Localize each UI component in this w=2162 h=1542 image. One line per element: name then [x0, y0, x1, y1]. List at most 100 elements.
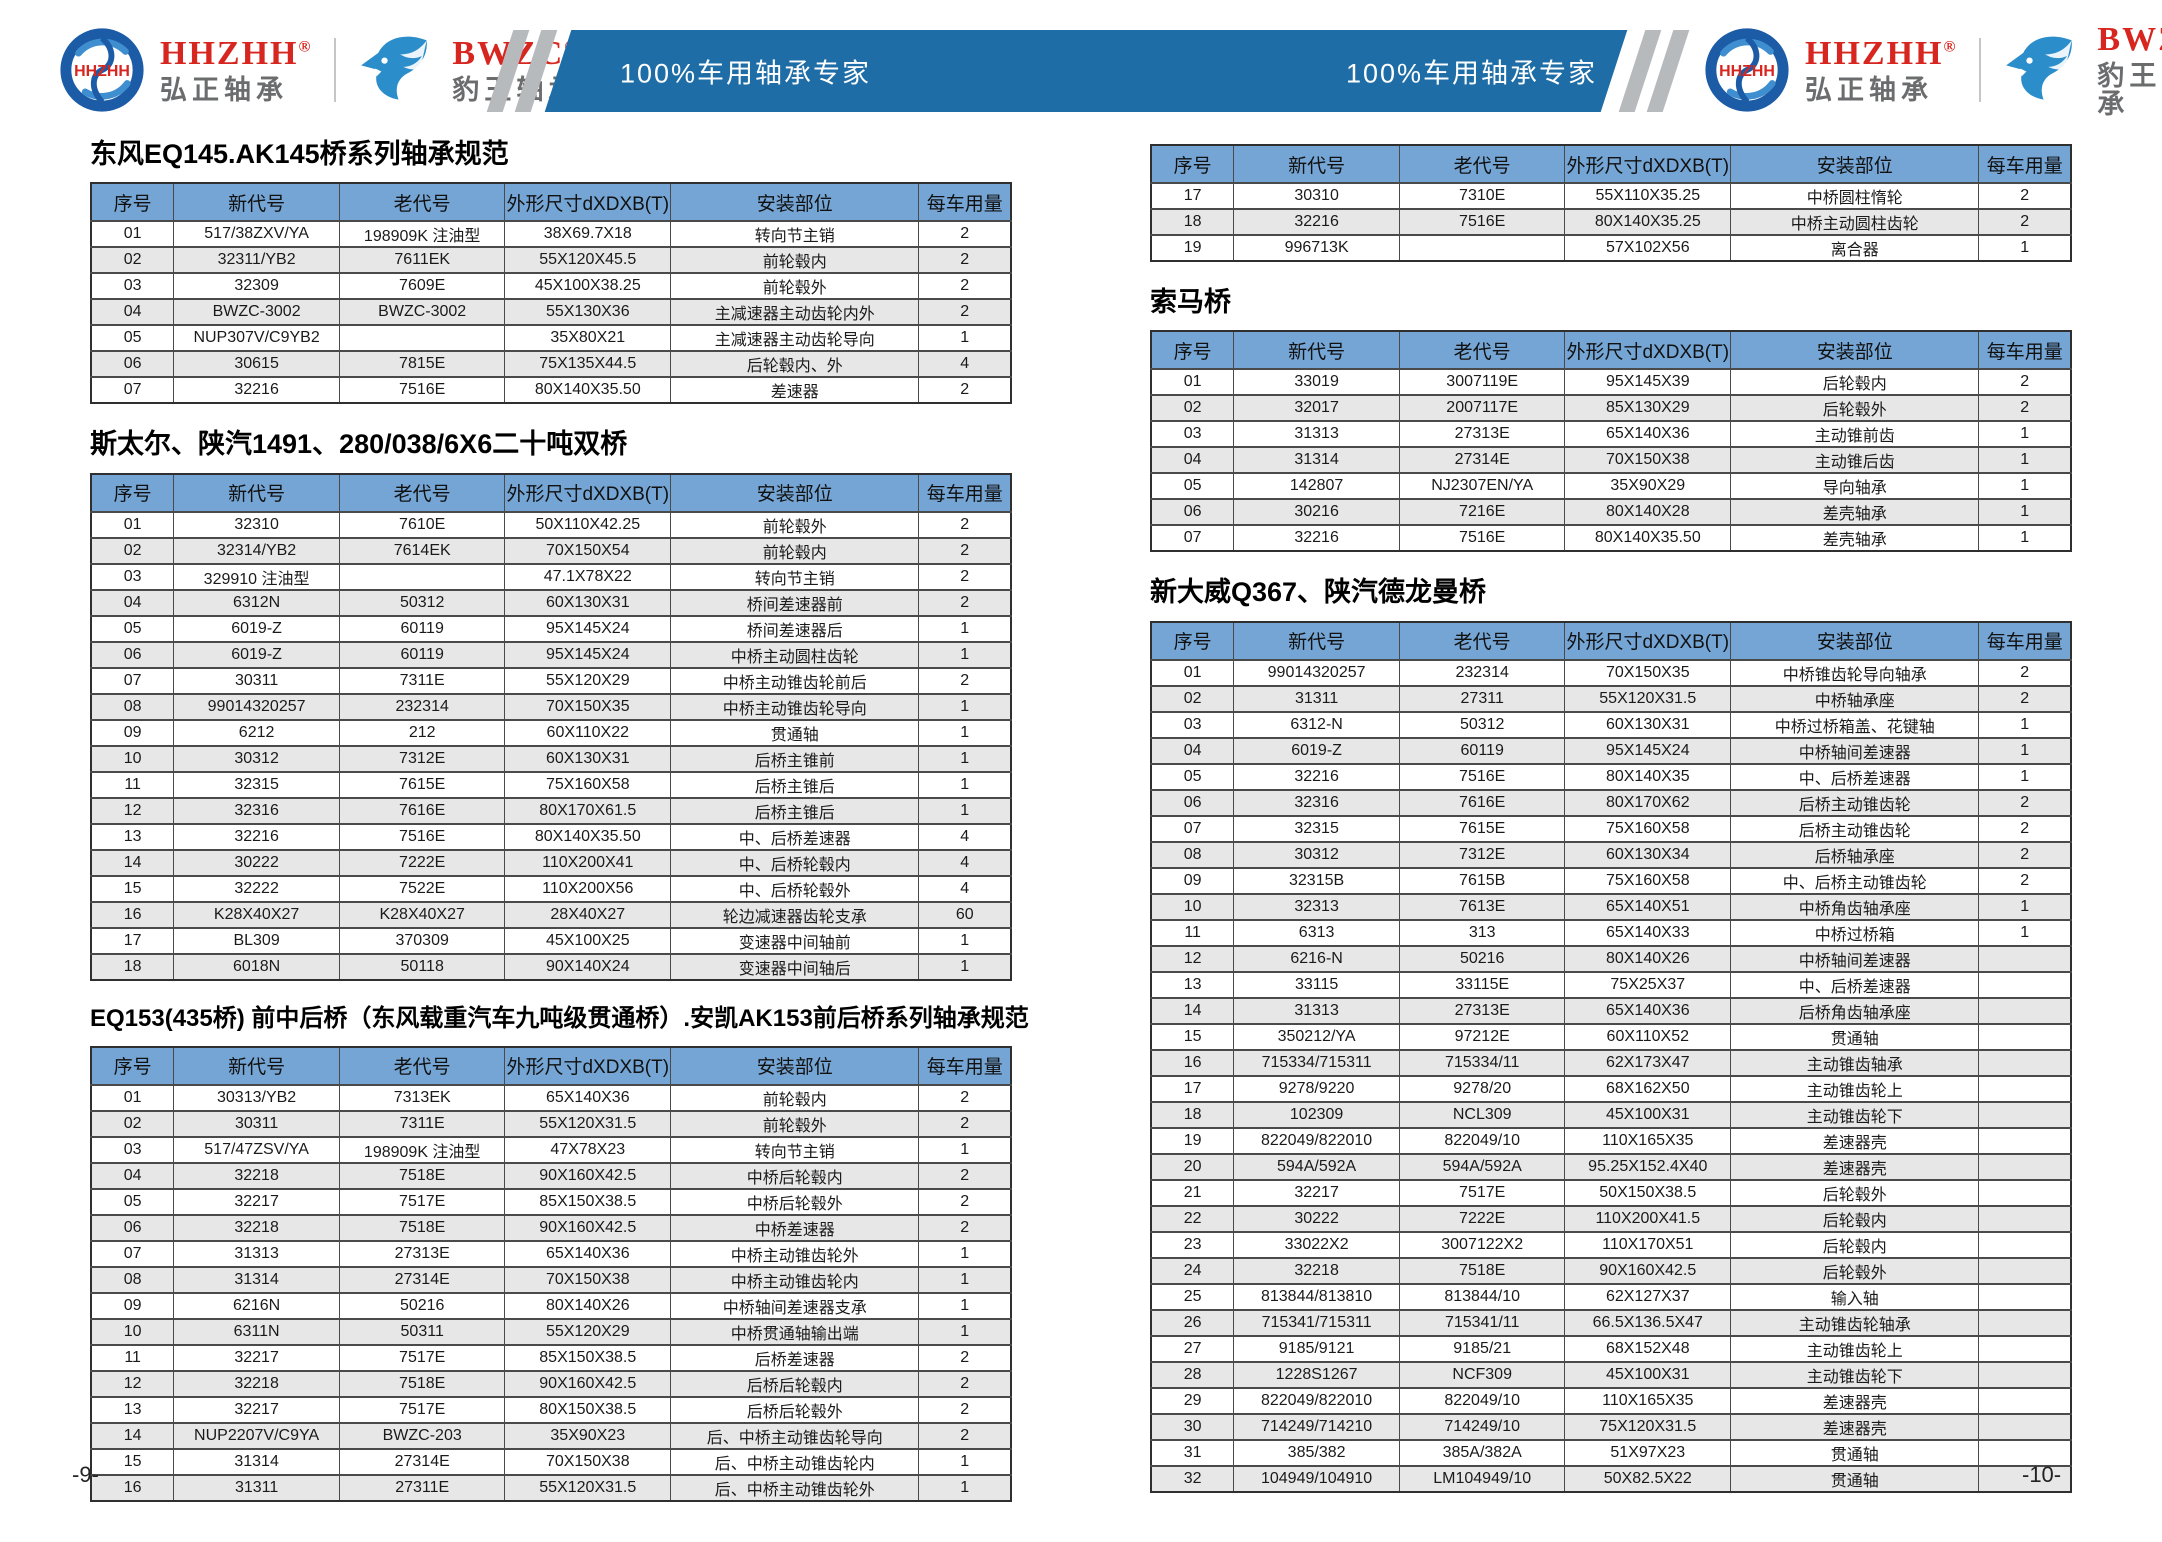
table-cell: 32216	[1233, 209, 1400, 235]
table-cell: 1	[918, 1474, 1012, 1501]
table-cell: 1	[1978, 235, 2072, 261]
table-cell: 232314	[338, 693, 506, 720]
table-cell	[1978, 945, 2072, 972]
table-cell: 7616E	[338, 797, 506, 824]
table-cell: 30311	[173, 1110, 340, 1137]
table-cell: 2	[918, 247, 1012, 274]
table-cell: 01	[1150, 369, 1235, 396]
table-row: 04 32218 7518E 90X160X42.5 中桥后轮毂内 2	[90, 1162, 1012, 1189]
table-row: 24 32218 7518E 90X160X42.5 后轮毂外	[1150, 1257, 2072, 1284]
table-cell	[1978, 1335, 2072, 1362]
table-cell	[1978, 971, 2072, 998]
table-cell: 32314/YB2	[173, 537, 340, 564]
column-header: 新代号	[173, 1046, 340, 1086]
table-cell: 中桥差速器	[670, 1214, 920, 1241]
table-cell: 75X25X37	[1564, 971, 1732, 998]
table-cell: 32315B	[1233, 867, 1400, 894]
table-cell: 35X90X29	[1564, 473, 1732, 500]
table-row: 03 32309 7609E 45X100X38.25 前轮毂外 2	[90, 273, 1012, 300]
table-cell: 18	[90, 953, 175, 980]
table-row: 28 1228S1267 NCF309 45X100X31 主动锥齿轮下	[1150, 1361, 2072, 1388]
table-title-suoma: 索马桥	[1150, 287, 1231, 317]
table-cell: 1	[918, 927, 1012, 954]
table-row: 11 32217 7517E 85X150X38.5 后桥差速器 2	[90, 1344, 1012, 1371]
table-cell: 60119	[338, 615, 506, 642]
table-cell: 6019-Z	[173, 615, 340, 642]
table-cell: 06	[1150, 789, 1235, 816]
svg-text:HHZHH: HHZHH	[74, 63, 130, 80]
table-cell: 7517E	[338, 1188, 506, 1215]
table-cell: 2	[918, 1396, 1012, 1423]
table-cell: 198909K 注油型	[338, 1136, 506, 1163]
table-row: 13 33115 33115E 75X25X37 中、后桥差速器	[1150, 971, 2072, 998]
table-row: 14 31313 27313E 65X140X36 后桥角齿轴承座	[1150, 997, 2072, 1024]
table-cell: 50311	[338, 1318, 506, 1345]
table-cell: 32217	[173, 1396, 340, 1423]
table-cell: 09	[90, 1292, 175, 1319]
table-cell: 后轮毂内	[1730, 1205, 1980, 1232]
table-cell: 70X150X35	[504, 693, 672, 720]
table-cell: 30222	[173, 849, 340, 876]
table-row: 09 6216N 50216 80X140X26 中桥轴间差速器支承 1	[90, 1292, 1012, 1319]
table-cell: 329910 注油型	[173, 563, 340, 590]
table-row: 01 99014320257 232314 70X150X35 中桥锥齿轮导向轴承 2	[1150, 659, 2072, 686]
table-cell: 30310	[1233, 183, 1400, 209]
table-cell: 110X170X51	[1564, 1231, 1732, 1258]
table-cell: 后桥轴承座	[1730, 841, 1980, 868]
table-cell: 7517E	[1398, 1179, 1566, 1206]
table-cell: 27311	[1398, 685, 1566, 712]
table-row: 08 30312 7312E 60X130X34 后桥轴承座 2	[1150, 841, 2072, 868]
table-cell: NCF309	[1398, 1361, 1566, 1388]
table-cell: 33019	[1233, 369, 1400, 396]
table-cell: 32217	[173, 1344, 340, 1371]
table-cell: 32217	[173, 1188, 340, 1215]
table-cell: 7518E	[338, 1214, 506, 1241]
table-cell: 主动锥齿轮下	[1730, 1101, 1980, 1128]
table-cell: 102309	[1233, 1101, 1400, 1128]
table-cell: 70X150X38	[504, 1266, 672, 1293]
table-cell: 32310	[173, 511, 340, 538]
column-header: 外形尺寸dXDXB(T)	[1564, 330, 1732, 370]
table-cell: 2	[918, 1344, 1012, 1371]
table-cell	[1978, 1075, 2072, 1102]
table-cell: 后轮毂内	[1730, 1231, 1980, 1258]
table-cell: 7313EK	[338, 1084, 506, 1111]
table-cell: 03	[1150, 711, 1235, 738]
table-cell: 60X130X31	[504, 589, 672, 616]
table-cell	[1978, 1257, 2072, 1284]
table-cell: 6018N	[173, 953, 340, 980]
table-cell: 813844/813810	[1233, 1283, 1400, 1310]
table-cell: 715341/715311	[1233, 1309, 1400, 1336]
table-cell	[1978, 1439, 2072, 1466]
table-cell: 55X120X31.5	[1564, 685, 1732, 712]
column-header: 安装部位	[1730, 621, 1980, 661]
table-cell: 1	[918, 1240, 1012, 1267]
brand-hhzhh: HHZHH® 弘正轴承	[160, 36, 312, 104]
table-cell: 32218	[173, 1162, 340, 1189]
table-cell: 1	[1978, 473, 2072, 500]
table-cell: 1	[1978, 525, 2072, 552]
table-cell: 1	[1978, 711, 2072, 738]
table-cell: 60119	[1398, 737, 1566, 764]
table-xindawei: 序号 新代号 老代号 外形尺寸dXDXB(T) 安装部位 每车用量 01 9901432025…	[1150, 620, 2072, 1493]
table-row: 02 32314/YB2 7614EK 70X150X54 前轮毂内 2	[90, 537, 1012, 564]
table-cell: 68X162X50	[1564, 1075, 1732, 1102]
table-cell: 70X150X38	[504, 1448, 672, 1475]
table-cell: 45X100X31	[1564, 1361, 1732, 1388]
table-title-xindawei: 新大威Q367、陕汽德龙曼桥	[1150, 577, 1487, 608]
table-cell: 06	[1150, 499, 1235, 526]
table-cell: 7616E	[1398, 789, 1566, 816]
table-cell: 01	[90, 511, 175, 538]
table-cell: 2	[918, 1214, 1012, 1241]
table-cell: 62X173X47	[1564, 1049, 1732, 1076]
column-header: 序号	[90, 473, 175, 513]
table-cell: 中桥轴承座	[1730, 685, 1980, 712]
column-header: 老代号	[1398, 621, 1566, 661]
table-cell: 55X110X35.25	[1564, 183, 1732, 209]
table-cell: 80X140X35.25	[1564, 209, 1732, 235]
table-cell: 07	[90, 377, 175, 404]
table-cell: 中桥后轮毂外	[670, 1188, 920, 1215]
table-row: 06 6019-Z 60119 95X145X24 中桥主动圆柱齿轮 1	[90, 641, 1012, 668]
table-cell: 822049/822010	[1233, 1387, 1400, 1414]
table-row: 05 32217 7517E 85X150X38.5 中桥后轮毂外 2	[90, 1188, 1012, 1215]
